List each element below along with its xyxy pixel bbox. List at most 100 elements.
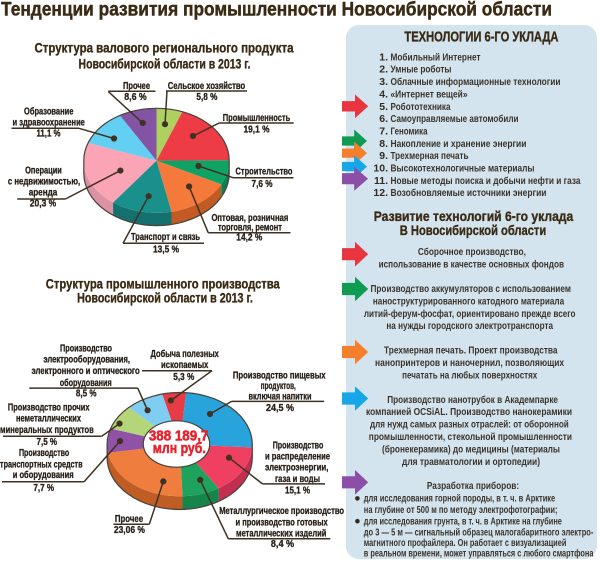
svg-text:3.: 3. <box>379 76 388 88</box>
svg-text:использование в качестве основ: использование в качестве основных фондов <box>379 258 565 270</box>
svg-text:и распределение: и распределение <box>265 452 330 463</box>
svg-text:и оборудования: и оборудования <box>13 470 74 481</box>
svg-text:14,2 %: 14,2 % <box>236 233 262 244</box>
svg-text:8,5 %: 8,5 % <box>76 388 97 399</box>
svg-text:Производство: Производство <box>273 440 324 451</box>
svg-text:Разработка приборов:: Разработка приборов: <box>427 480 519 492</box>
svg-text:Высокотехнологичные материалы: Высокотехнологичные материалы <box>391 162 535 174</box>
svg-text:5,3 %: 5,3 % <box>173 372 194 383</box>
svg-text:Тенденции развития промышленно: Тенденции развития промышленности Новоси… <box>1 0 552 21</box>
svg-text:для исследования горной пород: для исследования горной породы, в т. ч. … <box>364 494 556 505</box>
svg-text:минеральных продуктов: минеральных продуктов <box>0 425 94 436</box>
svg-text:торговля, ремонт: торговля, ремонт <box>218 223 282 234</box>
svg-text:промышленности, стекольной про: промышленности, стекольной промышленност… <box>369 431 572 443</box>
svg-text:Добыча полезных: Добыча полезных <box>151 349 220 360</box>
svg-text:Производство: Производство <box>60 344 112 355</box>
svg-text:11,1 %: 11,1 % <box>36 129 60 140</box>
svg-text:Сборочное производство,: Сборочное производство, <box>418 246 526 258</box>
svg-text:для исследования грунта, в т.: для исследования грунта, в т. ч. в Аркти… <box>364 516 563 527</box>
svg-text:Промышленность: Промышленность <box>223 113 291 124</box>
svg-text:Производство прочих: Производство прочих <box>8 403 90 414</box>
svg-text:в реальном времени, может упра: в реальном времени, может управляться с … <box>364 549 594 560</box>
svg-text:13,5 %: 13,5 % <box>153 245 179 256</box>
svg-text:аренда: аренда <box>29 188 58 199</box>
svg-text:электрооборудования,: электрооборудования, <box>43 354 130 365</box>
svg-text:Новосибирской области в 2013 г: Новосибирской области в 2013 г. <box>77 291 253 306</box>
svg-text:19,1 %: 19,1 % <box>244 124 270 135</box>
svg-text:нанопринтеров и наночернил, по: нанопринтеров и наночернил, позволяющих <box>375 357 564 369</box>
svg-text:на нужды городского электротра: на нужды городского электротранспорта <box>386 320 553 332</box>
svg-text:7,5 %: 7,5 % <box>37 437 58 448</box>
svg-text:металлических изделий: металлических изделий <box>236 529 326 540</box>
svg-text:(бронекерамика) до медицины (м: (бронекерамика) до медицины (материалы <box>382 443 560 455</box>
svg-text:«Интернет вещей»: «Интернет вещей» <box>391 88 468 100</box>
svg-text:Структура промышленного произв: Структура промышленного производства <box>46 277 280 292</box>
svg-text:на глубине от 500 м по методу: на глубине от 500 м по методу электрофот… <box>364 505 558 516</box>
svg-text:Накопление и хранение энергии: Накопление и хранение энергии <box>391 138 527 150</box>
svg-text:наноструктурированного катодно: наноструктурированного катодного материа… <box>373 296 564 308</box>
svg-text:20,3 %: 20,3 % <box>30 198 57 209</box>
svg-text:и здравоохранение: и здравоохранение <box>13 118 86 129</box>
svg-text:и производство готовых: и производство готовых <box>236 518 329 529</box>
svg-text:Трехмерная печать. Проект прои: Трехмерная печать. Проект производства <box>384 345 558 357</box>
svg-text:Самоуправляемые автомобили: Самоуправляемые автомобили <box>391 113 519 125</box>
svg-text:4.: 4. <box>379 88 388 100</box>
svg-text:электронного и оптического: электронного и оптического <box>31 366 139 377</box>
svg-text:для травматологии и ортопедии): для травматологии и ортопедии) <box>402 456 540 468</box>
svg-text:неметаллических: неметаллических <box>16 414 82 425</box>
svg-text:5.: 5. <box>379 101 388 113</box>
svg-text:10.: 10. <box>373 162 388 174</box>
svg-text:ископаемых: ископаемых <box>161 360 209 371</box>
svg-text:Металлургическое производство: Металлургическое производство <box>219 506 344 517</box>
svg-text:Облачные информационные технол: Облачные информационные технологии <box>391 76 561 88</box>
svg-text:Умные роботы: Умные роботы <box>391 64 452 76</box>
svg-text:6.: 6. <box>379 113 388 125</box>
svg-text:до 3 — 5 м — сигнальный образе: до 3 — 5 м — сигнальный образец малогаба… <box>364 528 594 539</box>
svg-text:Оптовая, розничная: Оптовая, розничная <box>211 213 288 224</box>
svg-text:Сельское хозяйство: Сельское хозяйство <box>168 81 246 92</box>
svg-text:с недвижимостью,: с недвижимостью, <box>8 177 81 188</box>
svg-text:23,06 %: 23,06 % <box>114 525 145 536</box>
svg-text:Производство: Производство <box>19 448 69 459</box>
svg-text:8,6 %: 8,6 % <box>124 92 147 103</box>
svg-text:Структура валового регионально: Структура валового регионального продукт… <box>35 40 294 55</box>
svg-text:8.: 8. <box>379 138 388 150</box>
svg-text:газа и воды: газа и воды <box>275 474 320 485</box>
svg-text:литий-ферум-фосфат, ориентиров: литий-ферум-фосфат, ориентировано прежде… <box>364 308 576 320</box>
svg-text:24,5 %: 24,5 % <box>266 403 294 414</box>
svg-text:1.: 1. <box>379 51 388 63</box>
svg-text:Мобильный Интернет: Мобильный Интернет <box>391 51 481 63</box>
svg-text:15,1 %: 15,1 % <box>285 485 310 496</box>
svg-text:Операции: Операции <box>25 166 62 177</box>
svg-text:Возобновляемые источники энерг: Возобновляемые источники энергии <box>391 187 547 199</box>
svg-text:ТЕХНОЛОГИИ 6-ГО УКЛАДА: ТЕХНОЛОГИИ 6-ГО УКЛАДА <box>404 29 558 46</box>
svg-text:включая напитки: включая напитки <box>249 391 312 402</box>
svg-text:7.: 7. <box>379 125 388 137</box>
svg-text:Строительство: Строительство <box>236 167 293 178</box>
svg-text:Прочее: Прочее <box>115 514 144 525</box>
svg-text:оборудования: оборудования <box>60 378 112 389</box>
svg-text:Производство нанотрубок в Акад: Производство нанотрубок в Академпарке <box>387 394 558 406</box>
svg-text:11.: 11. <box>374 175 388 187</box>
svg-text:для нужд самых разных отраслей: для нужд самых разных отраслей: от оборо… <box>370 419 569 431</box>
svg-text:2.: 2. <box>379 64 388 76</box>
svg-text:Производство аккумуляторов с и: Производство аккумуляторов с использован… <box>371 283 572 295</box>
svg-text:млн руб.: млн руб. <box>153 440 206 457</box>
svg-text:продуктов,: продуктов, <box>261 381 296 392</box>
svg-text:компанией OCSiAL. Производство: компанией OCSiAL. Производство нанокерам… <box>366 406 572 418</box>
svg-text:12.: 12. <box>373 187 388 199</box>
svg-text:Прочее: Прочее <box>123 81 150 92</box>
svg-text:9.: 9. <box>379 150 388 162</box>
svg-text:В Новосибирской области: В Новосибирской области <box>400 222 546 238</box>
svg-text:электроэнергии,: электроэнергии, <box>265 463 329 474</box>
svg-text:Производство пищевых: Производство пищевых <box>233 370 326 381</box>
svg-text:7,7 %: 7,7 % <box>33 483 54 494</box>
svg-text:Новые методы поиска и добычи н: Новые методы поиска и добычи нефти и газ… <box>391 175 581 187</box>
svg-text:Новосибирской области в 2013 г: Новосибирской области в 2013 г. <box>79 57 251 72</box>
svg-text:магнитного профайлера. Он рабо: магнитного профайлера. Он работает с виз… <box>364 538 567 549</box>
svg-text:388 189,7: 388 189,7 <box>149 428 209 445</box>
svg-text:транспортных средств: транспортных средств <box>0 459 83 470</box>
svg-text:Транспорт и связь: Транспорт и связь <box>131 232 200 243</box>
svg-text:печатать на любых поверхностях: печатать на любых поверхностях <box>402 370 537 382</box>
svg-text:8,4 %: 8,4 % <box>271 539 294 550</box>
